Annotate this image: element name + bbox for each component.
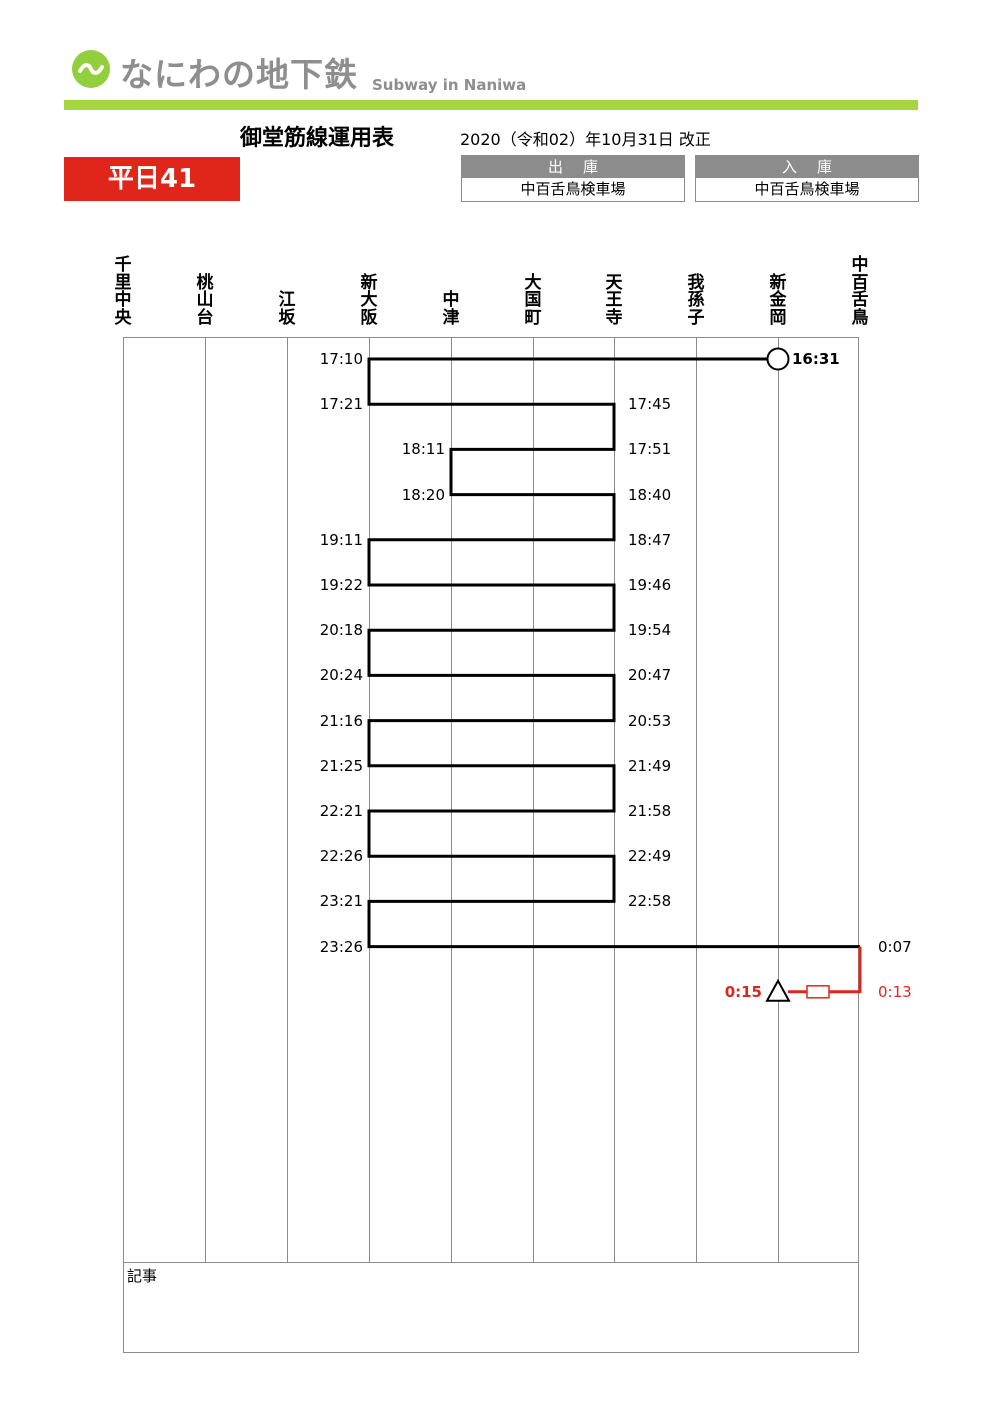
- depot-out-box: 出庫 中百舌鳥検車場: [461, 155, 685, 202]
- time-right: 20:53: [628, 711, 672, 730]
- column-line: [205, 337, 206, 1262]
- time-right: 19:54: [628, 621, 672, 640]
- station-1: 千里中央: [114, 255, 132, 328]
- depot-out-label: 出庫: [462, 156, 684, 178]
- header-divider: [64, 100, 918, 110]
- time-right: 20:47: [628, 666, 672, 685]
- station-7: 天王寺: [605, 272, 623, 328]
- time-left: 18:11: [401, 440, 445, 459]
- column-line: [533, 337, 534, 1262]
- depot-out-value: 中百舌鳥検車場: [520, 180, 626, 198]
- column-line: [287, 337, 288, 1262]
- column-line: [696, 337, 697, 1262]
- time-left: 22:26: [319, 847, 363, 866]
- time-left: 21:16: [319, 711, 363, 730]
- service-badge: 平日41: [64, 157, 240, 201]
- time-left: 18:20: [401, 485, 445, 504]
- depot-track-marker: [806, 985, 830, 999]
- time-left: 19:22: [319, 576, 363, 594]
- time-left: 23:26: [319, 937, 363, 956]
- logo-icon: [72, 50, 110, 88]
- column-line: [778, 337, 779, 1262]
- revision-date: 2020（令和02）年10月31日 改正: [460, 130, 711, 149]
- time-right: 21:58: [628, 802, 672, 820]
- time-left: 22:21: [319, 802, 363, 820]
- station-10: 中百舌鳥: [851, 255, 869, 328]
- depot-in-value: 中百舌鳥検車場: [754, 180, 860, 198]
- depot-in-label: 入庫: [696, 156, 918, 178]
- time-left: 20:24: [319, 666, 363, 685]
- time-right: 22:58: [628, 892, 672, 911]
- time-left: 23:21: [319, 892, 363, 911]
- notes-divider: [123, 1262, 859, 1263]
- return-route-line: [788, 946, 862, 994]
- start-circle-icon: [766, 347, 790, 371]
- time-right: 21:49: [628, 756, 672, 775]
- station-8: 我孫子: [687, 272, 705, 328]
- time-left: 20:18: [319, 621, 363, 640]
- terminal-arrival-time: 0:13: [878, 982, 912, 1001]
- time-left: 19:11: [319, 530, 363, 549]
- station-2: 桃山台: [196, 272, 214, 328]
- time-right: 18:40: [628, 485, 672, 504]
- time-right: 18:47: [628, 530, 672, 549]
- brand-name: なにわの地下鉄: [120, 55, 358, 94]
- timetable-grid: [123, 337, 859, 1353]
- time-right: 17:51: [628, 440, 672, 459]
- end-triangle-icon: [765, 978, 791, 1002]
- notes-label: 記事: [127, 1267, 158, 1285]
- depot-in-box: 入庫 中百舌鳥検車場: [695, 155, 919, 202]
- page-title: 御堂筋線運用表: [240, 126, 395, 151]
- column-line: [369, 337, 370, 1262]
- brand-subtitle: Subway in Naniwa: [372, 76, 527, 94]
- station-6: 大国町: [524, 272, 542, 328]
- station-9: 新金岡: [769, 272, 787, 328]
- time-right: 22:49: [628, 847, 672, 866]
- time-left: 17:10: [319, 350, 363, 368]
- station-4: 新大阪: [360, 272, 378, 328]
- time-right: 19:46: [628, 576, 672, 594]
- station-5: 中津: [442, 290, 460, 328]
- time-right: 17:45: [628, 395, 672, 414]
- time-left: 17:21: [319, 395, 363, 414]
- station-3: 江坂: [278, 290, 296, 328]
- time-left: 21:25: [319, 756, 363, 775]
- depot-arrival-time: 0:15: [724, 982, 762, 1001]
- time-right: 0:07: [878, 937, 912, 956]
- route-line: [367, 357, 860, 949]
- depart-time: 16:31: [792, 350, 840, 368]
- column-line: [451, 337, 452, 1262]
